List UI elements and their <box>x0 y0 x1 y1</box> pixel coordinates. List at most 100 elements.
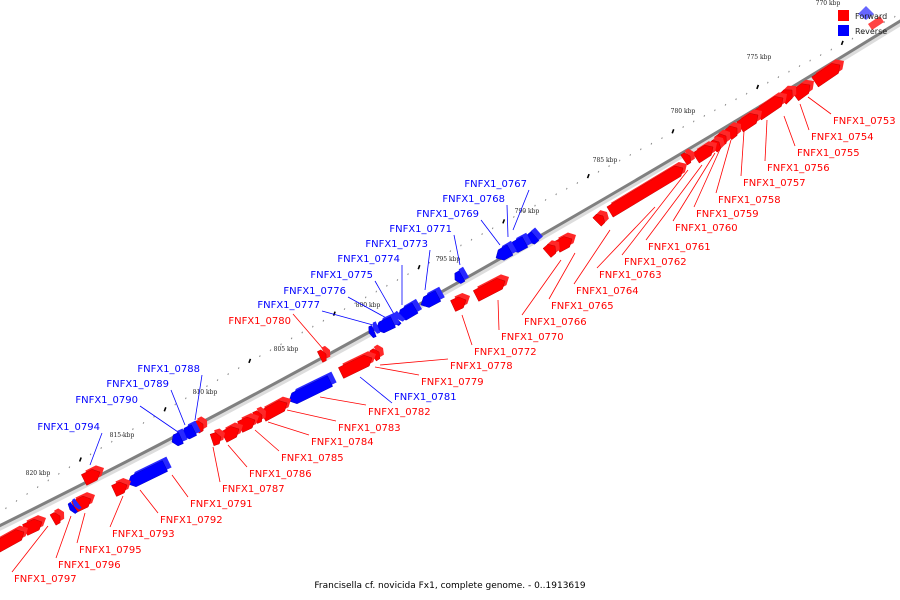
tick-mark <box>608 165 610 168</box>
tick-mark <box>703 114 706 117</box>
gene-label-fnfx1_0763[interactable]: FNFX1_0763 <box>599 270 662 281</box>
gene-label-fnfx1_0758[interactable]: FNFX1_0758 <box>718 195 781 206</box>
gene-arrow-fnfx1_0780[interactable] <box>316 345 331 363</box>
gene-arrow-top <box>54 508 65 522</box>
gene-arrow-body <box>472 278 506 302</box>
gene-arrow-fnfx1_0769[interactable] <box>495 240 517 261</box>
gene-arrow-fnfx1_0797[interactable] <box>0 525 28 554</box>
gene-label-fnfx1_0771[interactable]: FNFX1_0771 <box>389 224 452 235</box>
gene-label-fnfx1_0755[interactable]: FNFX1_0755 <box>797 148 860 159</box>
gene-label-fnfx1_0774[interactable]: FNFX1_0774 <box>337 254 400 265</box>
tick-mark <box>417 264 421 270</box>
gene-label-fnfx1_0754[interactable]: FNFX1_0754 <box>811 132 874 143</box>
gene-arrow-fnfx1_0771[interactable] <box>454 266 469 284</box>
gene-label-fnfx1_0795[interactable]: FNFX1_0795 <box>79 545 142 556</box>
tick-mark <box>819 54 822 57</box>
gene-arrow-body <box>592 213 606 227</box>
gene-label-fnfx1_0760[interactable]: FNFX1_0760 <box>675 223 738 234</box>
gene-label-fnfx1_0788[interactable]: FNFX1_0788 <box>137 364 200 375</box>
gene-label-fnfx1_0780[interactable]: FNFX1_0780 <box>228 316 291 327</box>
tick-mark <box>100 447 102 449</box>
tick-mark <box>195 391 198 394</box>
gene-label-fnfx1_0787[interactable]: FNFX1_0787 <box>222 484 285 495</box>
gene-label-fnfx1_0761[interactable]: FNFX1_0761 <box>648 242 711 253</box>
gene-label-fnfx1_0786[interactable]: FNFX1_0786 <box>249 469 312 480</box>
gene-arrow-fnfx1_0773[interactable] <box>420 286 445 308</box>
gene-arrow-fnfx1_0764[interactable] <box>592 210 609 227</box>
gene-label-fnfx1_0769[interactable]: FNFX1_0769 <box>416 209 479 220</box>
gene-arrow-top <box>72 498 82 510</box>
gene-arrow-fnfx1_0762[interactable] <box>680 148 695 166</box>
gene-label-fnfx1_0791[interactable]: FNFX1_0791 <box>190 499 253 510</box>
gene-label-fnfx1_0781[interactable]: FNFX1_0781 <box>394 392 457 403</box>
tick-mark <box>735 98 737 101</box>
gene-label-fnfx1_0778[interactable]: FNFX1_0778 <box>450 361 513 372</box>
gene-label-fnfx1_0784[interactable]: FNFX1_0784 <box>311 437 374 448</box>
gene-arrow-fnfx1_0779[interactable] <box>338 351 376 379</box>
tick-mark <box>851 37 854 40</box>
gene-label-fnfx1_0773[interactable]: FNFX1_0773 <box>365 239 428 250</box>
gene-arrow-fnfx1_0763[interactable] <box>606 161 687 218</box>
map-caption: Francisella cf. novicida Fx1, complete g… <box>314 581 586 591</box>
gene-label-fnfx1_0775[interactable]: FNFX1_0775 <box>310 270 373 281</box>
gene-label-fnfx1_0759[interactable]: FNFX1_0759 <box>696 209 759 220</box>
gene-label-fnfx1_0797[interactable]: FNFX1_0797 <box>14 574 77 585</box>
tick-mark <box>237 367 240 370</box>
tick-label: 820 kbp <box>26 470 51 477</box>
gene-arrow-fnfx1_0796[interactable] <box>22 515 46 536</box>
gene-arrow-fnfx1_0754[interactable] <box>791 79 814 102</box>
tick-label: 790 kbp <box>515 208 540 215</box>
gene-label-fnfx1_0789[interactable]: FNFX1_0789 <box>106 379 169 390</box>
gene-label-fnfx1_0777[interactable]: FNFX1_0777 <box>257 300 320 311</box>
gene-arrow-body <box>80 469 101 486</box>
gene-arrow-fnfx1_0786[interactable] <box>209 428 225 447</box>
gene-label-fnfx1_0793[interactable]: FNFX1_0793 <box>112 529 175 540</box>
gene-arrow-fnfx1_0772[interactable] <box>450 292 470 312</box>
gene-arrow-body <box>680 152 692 166</box>
gene-label-fnfx1_0767[interactable]: FNFX1_0767 <box>464 179 527 190</box>
gene-arrow-fnfx1_0790[interactable] <box>127 456 172 488</box>
gene-arrow-fnfx1_0776[interactable] <box>375 312 400 334</box>
gene-label-fnfx1_0770[interactable]: FNFX1_0770 <box>501 332 564 343</box>
gene-label-fnfx1_0765[interactable]: FNFX1_0765 <box>551 301 614 312</box>
gene-label-fnfx1_0757[interactable]: FNFX1_0757 <box>743 178 806 189</box>
gene-arrow-fnfx1_0792[interactable] <box>80 465 104 486</box>
gene-label-fnfx1_0753[interactable]: FNFX1_0753 <box>833 116 896 127</box>
edge-forward-feature <box>868 16 884 30</box>
gene-arrow-fnfx1_0791[interactable] <box>111 477 131 497</box>
gene-arrow-fnfx1_0777[interactable] <box>368 321 381 339</box>
gene-label-fnfx1_0796[interactable]: FNFX1_0796 <box>58 560 121 571</box>
gene-arrow-fnfx1_0781[interactable] <box>288 371 337 405</box>
tick-mark <box>862 32 864 35</box>
gene-arrow-fnfx1_0753[interactable] <box>811 59 844 88</box>
gene-arrow-fnfx1_0794[interactable] <box>67 498 82 514</box>
gene-label-fnfx1_0762[interactable]: FNFX1_0762 <box>624 257 687 268</box>
gene-label-fnfx1_0756[interactable]: FNFX1_0756 <box>767 163 830 174</box>
gene-label-fnfx1_0792[interactable]: FNFX1_0792 <box>160 515 223 526</box>
tick-mark <box>809 59 811 62</box>
gene-arrow-fnfx1_0795[interactable] <box>49 508 65 526</box>
gene-arrow-fnfx1_0778[interactable] <box>369 344 384 362</box>
leader-line <box>170 389 186 426</box>
tick-mark <box>15 500 18 502</box>
gene-label-fnfx1_0768[interactable]: FNFX1_0768 <box>442 194 505 205</box>
leader-line <box>319 396 367 406</box>
gene-arrow-fnfx1_0785[interactable] <box>220 422 243 443</box>
gene-label-fnfx1_0794[interactable]: FNFX1_0794 <box>37 422 100 433</box>
gene-arrow-fnfx1_0770[interactable] <box>472 274 509 302</box>
gene-label-fnfx1_0785[interactable]: FNFX1_0785 <box>281 453 344 464</box>
gene-arrow-fnfx1_0788[interactable] <box>181 420 201 440</box>
gene-label-fnfx1_0783[interactable]: FNFX1_0783 <box>338 423 401 434</box>
gene-label-fnfx1_0779[interactable]: FNFX1_0779 <box>421 377 484 388</box>
gene-label-fnfx1_0772[interactable]: FNFX1_0772 <box>474 347 537 358</box>
gene-arrow-fnfx1_0774[interactable] <box>397 298 423 321</box>
gene-label-fnfx1_0790[interactable]: FNFX1_0790 <box>75 395 138 406</box>
gene-label-fnfx1_0776[interactable]: FNFX1_0776 <box>283 286 346 297</box>
gene-arrow-top <box>372 321 381 334</box>
gene-arrow-fnfx1_0766[interactable] <box>542 240 560 258</box>
gene-label-fnfx1_0782[interactable]: FNFX1_0782 <box>368 407 431 418</box>
gene-arrow-fnfx1_0793[interactable] <box>71 492 95 513</box>
gene-label-fnfx1_0766[interactable]: FNFX1_0766 <box>524 317 587 328</box>
gene-arrow-fnfx1_0789[interactable] <box>171 428 188 447</box>
gene-label-fnfx1_0764[interactable]: FNFX1_0764 <box>576 286 639 297</box>
